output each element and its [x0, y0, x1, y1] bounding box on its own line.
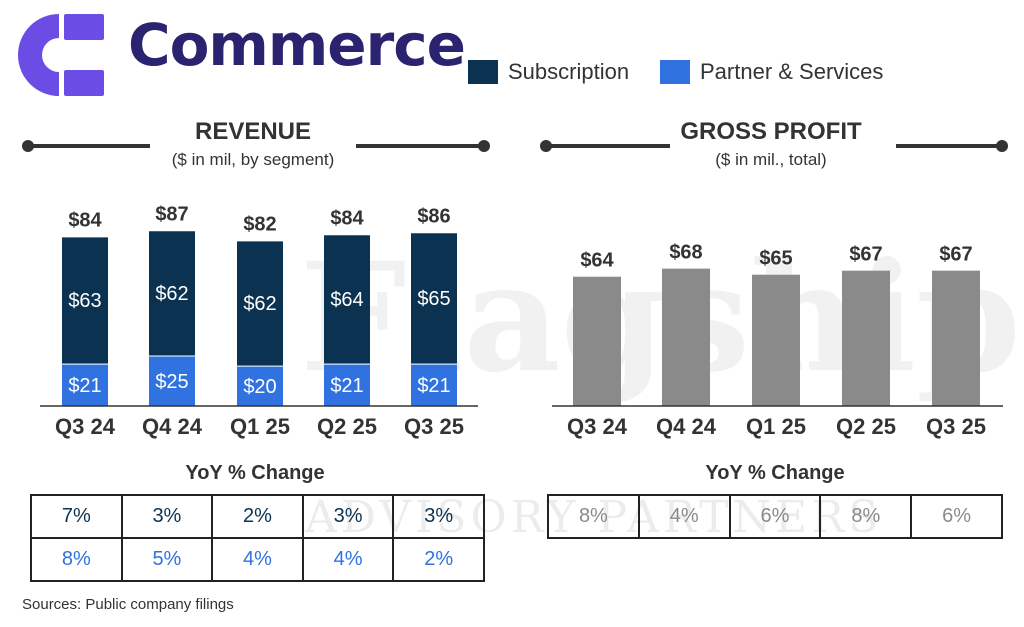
revenue-rule-left — [28, 144, 150, 148]
revenue-rule-right — [356, 144, 484, 148]
gross-profit-yoy-cell: 8% — [547, 494, 640, 539]
gross-profit-rule-right-dot — [996, 140, 1008, 152]
revenue-yoy-cell: 5% — [120, 537, 214, 582]
gross-profit-bar-total-0 — [573, 276, 621, 406]
revenue-bar-partner-services-4 — [411, 363, 457, 406]
revenue-bar-subscription-1 — [149, 230, 195, 356]
revenue-bar-partner-services-1 — [149, 355, 195, 406]
revenue-total-label-1: $87 — [155, 203, 188, 225]
gross-profit-yoy-cell: 8% — [819, 494, 913, 539]
gross-profit-total-label-3: $67 — [849, 244, 882, 266]
revenue-segment-label-0-4: $65 — [417, 288, 450, 310]
legend-swatch-subscription — [468, 60, 498, 84]
revenue-segment-label-0-3: $64 — [330, 289, 363, 311]
gross-profit-yoy-table: 8% 4% 6% 8% 6% — [547, 494, 1003, 539]
revenue-yoy-cell: 8% — [30, 537, 123, 582]
gross-profit-x-tick-4: Q3 25 — [926, 414, 986, 439]
gross-profit-total-label-2: $65 — [759, 248, 792, 270]
revenue-bar-subscription-3 — [324, 234, 370, 364]
gross-profit-yoy-cell: 6% — [910, 494, 1003, 539]
revenue-segment-label-1-1: $25 — [155, 371, 188, 393]
revenue-x-tick-3: Q2 25 — [317, 414, 377, 439]
gross-profit-subtitle: ($ in mil., total) — [715, 150, 827, 169]
revenue-yoy-cell: 7% — [30, 494, 123, 539]
revenue-segment-label-1-4: $21 — [417, 375, 450, 397]
revenue-yoy-cell: 3% — [301, 494, 395, 539]
gross-profit-x-tick-2: Q1 25 — [746, 414, 806, 439]
legend-partner-services: Partner & Services — [660, 58, 883, 86]
gross-profit-total-label-1: $68 — [669, 242, 702, 264]
revenue-segment-label-1-0: $21 — [68, 375, 101, 397]
revenue-total-label-0: $84 — [68, 209, 102, 231]
revenue-yoy-cell: 4% — [301, 537, 395, 582]
gross-profit-total-label-4: $67 — [939, 244, 972, 266]
gross-profit-yoy-row: 8% 4% 6% 8% 6% — [547, 494, 1003, 539]
revenue-total-label-4: $86 — [417, 205, 450, 227]
gross-profit-bar-total-1 — [662, 268, 710, 406]
legend-swatch-partner-services — [660, 60, 690, 84]
revenue-subtitle: ($ in mil, by segment) — [171, 150, 335, 169]
revenue-x-tick-2: Q1 25 — [230, 414, 290, 439]
sources-note: Sources: Public company filings — [22, 596, 234, 613]
revenue-x-tick-4: Q3 25 — [404, 414, 464, 439]
revenue-x-tick-0: Q3 24 — [55, 414, 116, 439]
revenue-yoy-cell: 3% — [392, 494, 485, 539]
commerce-logo-icon — [17, 13, 104, 96]
revenue-bar-partner-services-0 — [62, 363, 108, 406]
revenue-yoy-table: 7% 3% 2% 3% 3% 8% 5% 4% 4% 2% — [30, 494, 485, 582]
gross-profit-yoy-title: YoY % Change — [705, 462, 845, 484]
revenue-segment-label-0-0: $63 — [68, 290, 101, 312]
revenue-bar-partner-services-2 — [237, 365, 283, 406]
legend-subscription: Subscription — [468, 58, 629, 86]
revenue-yoy-cell: 4% — [211, 537, 304, 582]
gross-profit-yoy-cell: 6% — [728, 494, 822, 539]
gross-profit-x-tick-3: Q2 25 — [836, 414, 896, 439]
revenue-yoy-row: 7% 3% 2% 3% 3% — [30, 494, 485, 539]
revenue-x-tick-1: Q4 24 — [142, 414, 203, 439]
revenue-bar-subscription-4 — [411, 232, 457, 364]
gross-profit-bar-total-4 — [932, 270, 980, 406]
gross-profit-x-tick-0: Q3 24 — [567, 414, 628, 439]
gross-profit-total-label-0: $64 — [580, 250, 614, 272]
revenue-yoy-cell: 2% — [211, 494, 304, 539]
gross-profit-rule-left — [546, 144, 670, 148]
gross-profit-bar-total-3 — [842, 270, 890, 406]
revenue-yoy-cell: 2% — [392, 537, 485, 582]
revenue-bar-partner-services-3 — [324, 363, 370, 406]
revenue-rule-right-dot — [478, 140, 490, 152]
revenue-total-label-3: $84 — [330, 207, 364, 229]
gross-profit-bar-total-2 — [752, 274, 800, 406]
legend-label-subscription: Subscription — [508, 59, 630, 84]
revenue-bar-subscription-2 — [237, 240, 283, 366]
revenue-total-label-2: $82 — [243, 213, 276, 235]
revenue-segment-label-1-3: $21 — [330, 375, 363, 397]
revenue-segment-label-1-2: $20 — [243, 376, 276, 398]
revenue-title: REVENUE — [194, 118, 312, 145]
revenue-yoy-cell: 3% — [120, 494, 214, 539]
legend-label-partner-services: Partner & Services — [700, 59, 884, 84]
gross-profit-yoy-cell: 4% — [637, 494, 731, 539]
revenue-segment-label-0-1: $62 — [155, 283, 188, 305]
revenue-segment-label-0-2: $62 — [243, 293, 276, 315]
revenue-yoy-row: 8% 5% 4% 4% 2% — [30, 537, 485, 582]
gross-profit-x-tick-1: Q4 24 — [656, 414, 717, 439]
gross-profit-rule-right — [896, 144, 1002, 148]
revenue-yoy-title: YoY % Change — [185, 462, 325, 484]
gross-profit-title: GROSS PROFIT — [680, 118, 862, 145]
page-title: Commerce — [128, 11, 466, 79]
revenue-bar-subscription-0 — [62, 236, 108, 364]
